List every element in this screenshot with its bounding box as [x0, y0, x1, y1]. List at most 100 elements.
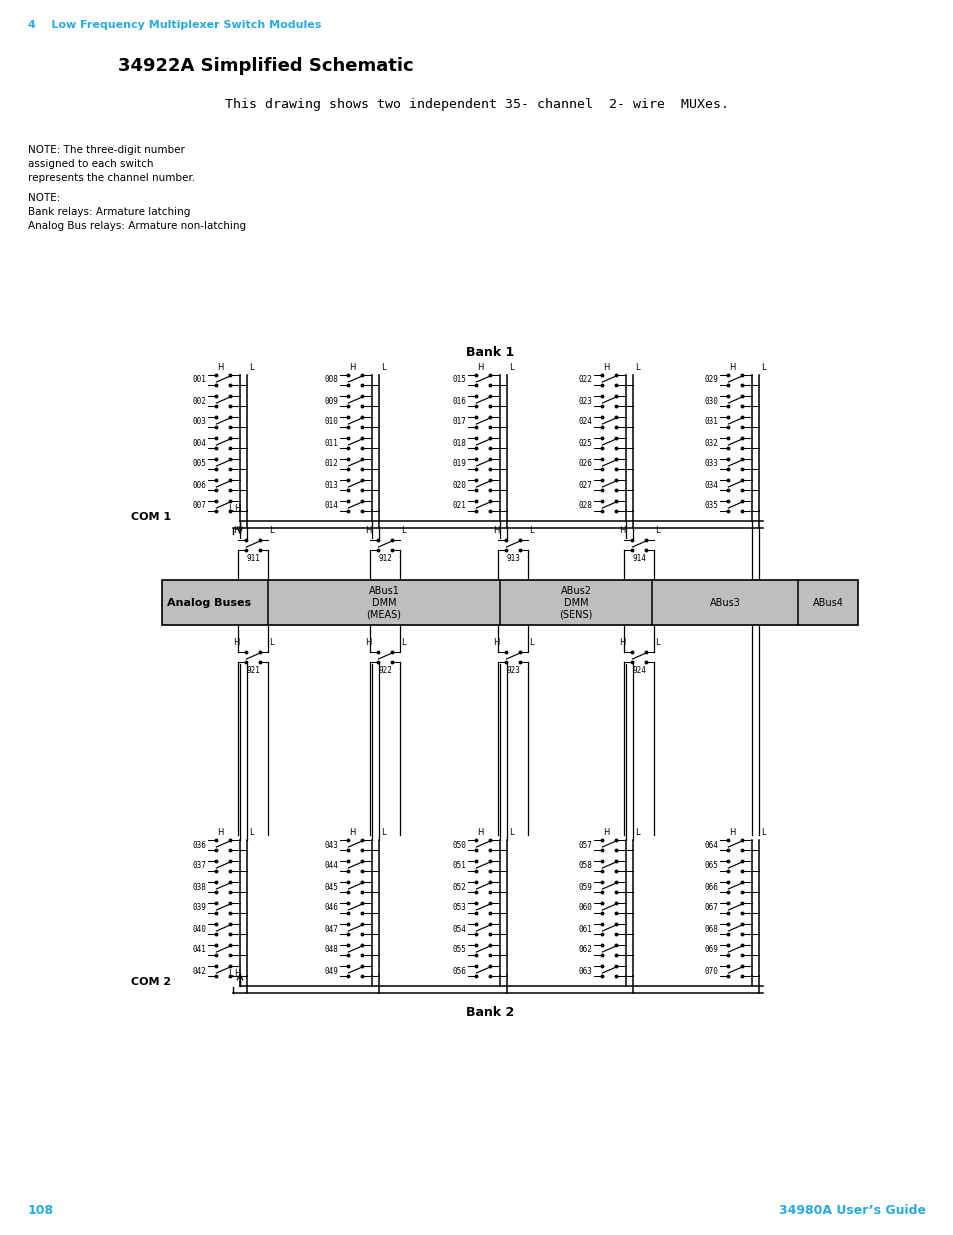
Text: 033: 033 [704, 459, 718, 468]
Text: L: L [654, 638, 659, 647]
Text: 019: 019 [452, 459, 466, 468]
Text: 922: 922 [377, 666, 392, 676]
Text: L: L [269, 638, 273, 647]
Text: 038: 038 [193, 883, 206, 892]
Text: H: H [364, 526, 371, 535]
Text: 042: 042 [193, 967, 206, 976]
Text: L: L [635, 363, 639, 372]
Text: NOTE:
Bank relays: Armature latching
Analog Bus relays: Armature non-latching: NOTE: Bank relays: Armature latching Ana… [28, 193, 246, 231]
Text: ABus4: ABus4 [812, 598, 842, 608]
Text: 046: 046 [324, 904, 338, 913]
Text: 008: 008 [324, 375, 338, 384]
Text: 913: 913 [505, 555, 519, 563]
Text: 060: 060 [578, 904, 592, 913]
Text: 048: 048 [324, 946, 338, 955]
Text: L: L [228, 504, 233, 513]
Text: 014: 014 [324, 501, 338, 510]
Text: H: H [618, 638, 624, 647]
Text: H: H [233, 969, 240, 978]
Text: 026: 026 [578, 459, 592, 468]
Text: 054: 054 [452, 925, 466, 934]
Text: 015: 015 [452, 375, 466, 384]
Text: 923: 923 [505, 666, 519, 676]
Text: ABus2
DMM
(SENS): ABus2 DMM (SENS) [558, 585, 592, 619]
Text: H: H [728, 827, 735, 837]
Text: 035: 035 [704, 501, 718, 510]
Text: 005: 005 [193, 459, 206, 468]
Text: 914: 914 [632, 555, 645, 563]
Text: 057: 057 [578, 841, 592, 850]
Text: 012: 012 [324, 459, 338, 468]
Text: 037: 037 [193, 862, 206, 871]
Text: 018: 018 [452, 438, 466, 447]
Text: NOTE: The three-digit number
assigned to each switch
represents the channel numb: NOTE: The three-digit number assigned to… [28, 144, 195, 183]
Text: L: L [228, 969, 233, 978]
Text: L: L [635, 827, 639, 837]
Text: 34980A User’s Guide: 34980A User’s Guide [779, 1204, 925, 1216]
Text: 058: 058 [578, 862, 592, 871]
Text: H: H [233, 526, 239, 535]
Text: H: H [233, 504, 240, 513]
Text: 070: 070 [704, 967, 718, 976]
Text: 017: 017 [452, 417, 466, 426]
Text: 059: 059 [578, 883, 592, 892]
Text: 063: 063 [578, 967, 592, 976]
Text: L: L [760, 363, 765, 372]
Text: 043: 043 [324, 841, 338, 850]
Text: H: H [476, 827, 482, 837]
Text: 912: 912 [377, 555, 392, 563]
Text: 052: 052 [452, 883, 466, 892]
Text: 062: 062 [578, 946, 592, 955]
Text: L: L [509, 827, 513, 837]
Text: This drawing shows two independent 35- channel  2- wire  MUXes.: This drawing shows two independent 35- c… [225, 98, 728, 111]
Text: L: L [249, 827, 253, 837]
Text: 013: 013 [324, 480, 338, 489]
Text: ABus3: ABus3 [709, 598, 740, 608]
Text: 029: 029 [704, 375, 718, 384]
Text: H: H [493, 638, 498, 647]
Text: 020: 020 [452, 480, 466, 489]
Text: Bank 2: Bank 2 [465, 1007, 514, 1019]
Text: 032: 032 [704, 438, 718, 447]
Text: L: L [509, 363, 513, 372]
Text: 055: 055 [452, 946, 466, 955]
Text: Analog Buses: Analog Buses [167, 598, 251, 608]
Text: 040: 040 [193, 925, 206, 934]
Text: 027: 027 [578, 480, 592, 489]
Text: 921: 921 [246, 666, 259, 676]
Text: 022: 022 [578, 375, 592, 384]
Text: 056: 056 [452, 967, 466, 976]
Text: 024: 024 [578, 417, 592, 426]
Text: 061: 061 [578, 925, 592, 934]
Text: 066: 066 [704, 883, 718, 892]
Text: 065: 065 [704, 862, 718, 871]
Text: 064: 064 [704, 841, 718, 850]
Text: L: L [249, 363, 253, 372]
Text: 051: 051 [452, 862, 466, 871]
Text: COM 2: COM 2 [131, 977, 171, 987]
Text: 047: 047 [324, 925, 338, 934]
Text: 036: 036 [193, 841, 206, 850]
Text: H: H [364, 638, 371, 647]
Text: 010: 010 [324, 417, 338, 426]
Text: L: L [760, 827, 765, 837]
Text: L: L [654, 526, 659, 535]
Text: 011: 011 [324, 438, 338, 447]
Text: 001: 001 [193, 375, 206, 384]
Text: Bank 1: Bank 1 [465, 346, 514, 359]
Text: 044: 044 [324, 862, 338, 871]
Text: L: L [528, 638, 533, 647]
Text: H: H [602, 827, 609, 837]
Text: 041: 041 [193, 946, 206, 955]
Text: 016: 016 [452, 396, 466, 405]
Text: 911: 911 [246, 555, 259, 563]
Text: 031: 031 [704, 417, 718, 426]
Text: 108: 108 [28, 1204, 54, 1216]
Text: H: H [216, 363, 223, 372]
Text: 007: 007 [193, 501, 206, 510]
Text: 034: 034 [704, 480, 718, 489]
Text: H: H [493, 526, 498, 535]
Text: L: L [269, 526, 273, 535]
Bar [162, 580, 857, 625]
Text: L: L [528, 526, 533, 535]
